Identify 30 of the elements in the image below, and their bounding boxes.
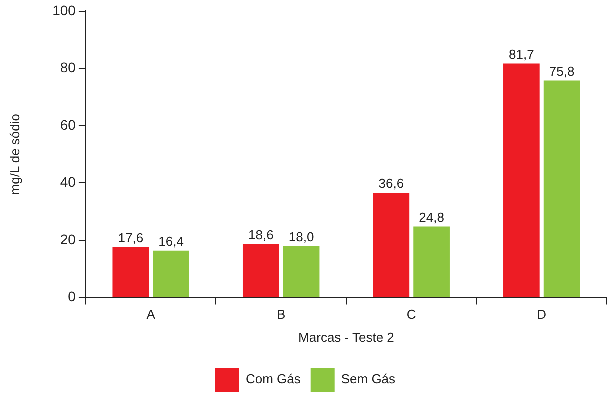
y-tick-label: 20 (60, 231, 76, 248)
legend-label: Sem Gás (341, 372, 396, 387)
legend-label: Com Gás (246, 372, 302, 387)
data-label: 16,4 (158, 234, 184, 249)
x-tick-label: B (277, 307, 286, 322)
data-label: 17,6 (118, 230, 144, 246)
bar (544, 80, 580, 298)
y-tick-label: 80 (60, 60, 76, 76)
bar (373, 192, 410, 298)
y-tick-label: 60 (60, 116, 76, 133)
bar (283, 246, 320, 298)
x-axis-title: Marcas - Teste 2 (298, 330, 394, 345)
data-label: 24,8 (419, 210, 444, 225)
bar (242, 244, 280, 298)
data-label: 81,7 (509, 46, 534, 62)
y-tick-label: 40 (60, 174, 76, 190)
y-axis-title: mg/L de sódio (7, 114, 22, 196)
y-tick-label: 100 (52, 2, 76, 18)
data-label: 36,6 (378, 176, 404, 192)
bar (112, 247, 150, 298)
data-label: 18,0 (288, 229, 314, 244)
data-label: 18,6 (248, 228, 274, 243)
bar (414, 226, 450, 298)
bar (153, 250, 190, 298)
x-tick-label: C (406, 307, 416, 322)
y-tick-label: 0 (68, 288, 76, 305)
data-label: 75,8 (549, 64, 575, 79)
x-tick-label: D (537, 307, 547, 322)
x-tick-label: A (146, 307, 156, 322)
bar (504, 64, 540, 298)
